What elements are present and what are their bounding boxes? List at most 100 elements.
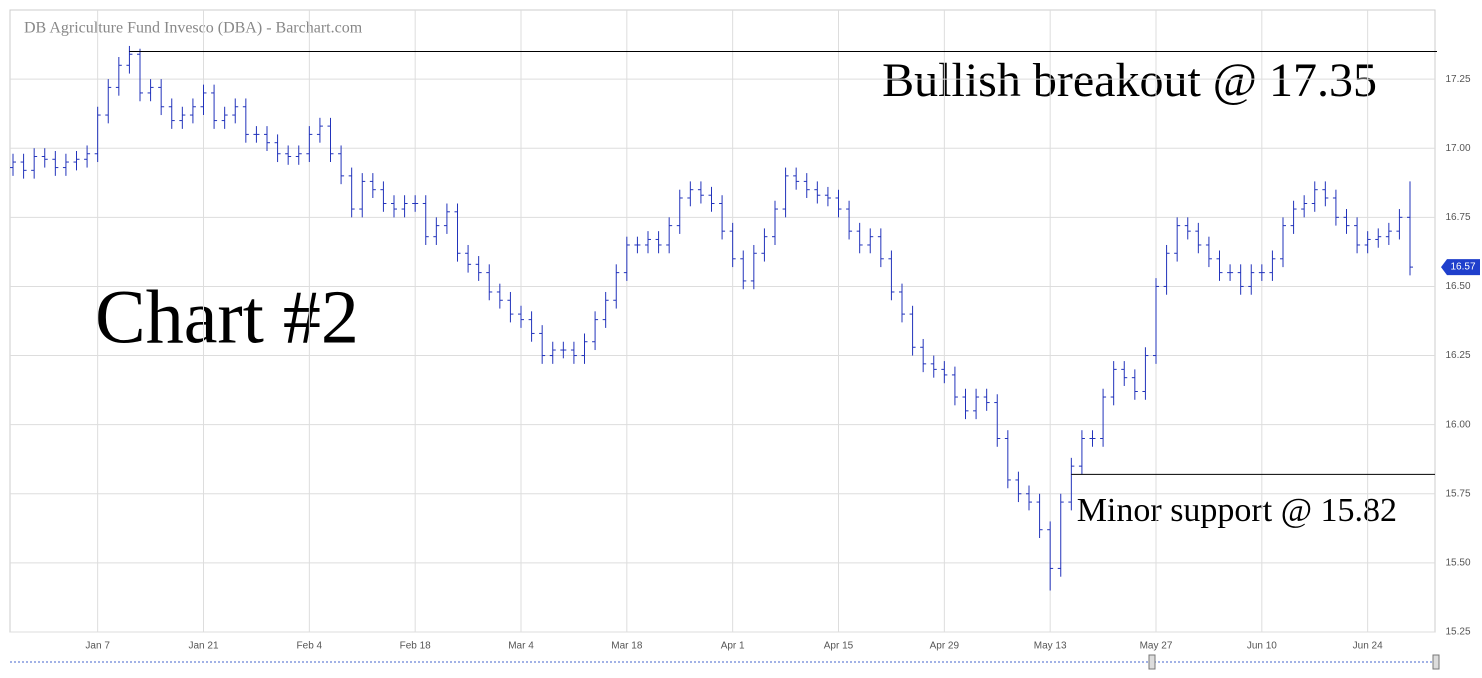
x-tick-label: Feb 4 — [297, 641, 323, 652]
x-tick-label: Mar 18 — [611, 641, 643, 652]
ohlc-bar — [1322, 181, 1329, 207]
ohlc-bar — [835, 189, 842, 218]
ohlc-bar — [1227, 264, 1234, 281]
ohlc-bar — [486, 264, 493, 301]
ohlc-bar — [528, 311, 535, 342]
ohlc-bar — [1131, 369, 1138, 400]
ohlc-bar — [623, 236, 630, 281]
ohlc-bar — [962, 388, 969, 420]
ohlc-bar — [232, 98, 239, 124]
ohlc-bar — [570, 341, 577, 364]
ohlc-bar — [1237, 264, 1244, 295]
ohlc-bar — [983, 388, 990, 411]
ohlc-bar — [899, 283, 905, 323]
ohlc-bar — [1354, 217, 1361, 254]
ohlc-bar — [147, 79, 154, 102]
x-tick-label: Mar 4 — [508, 641, 534, 652]
ohlc-bar — [115, 56, 122, 96]
ohlc-bar — [253, 126, 260, 143]
ohlc-bar — [1142, 347, 1149, 400]
x-tick-label: Apr 15 — [824, 641, 854, 652]
ohlc-bar — [1258, 264, 1265, 281]
ohlc-bar — [750, 244, 757, 290]
ohlc-bar — [338, 145, 345, 185]
ohlc-bar — [1364, 231, 1371, 254]
ohlc-bar — [137, 48, 143, 102]
ohlc-bar — [1153, 278, 1159, 364]
ohlc-bar — [645, 231, 651, 254]
ohlc-bar — [824, 186, 831, 207]
ohlc-bar — [655, 231, 662, 254]
ohlc-bar — [740, 250, 747, 290]
ohlc-bar — [380, 181, 387, 212]
ohlc-bar — [994, 394, 1001, 447]
ohlc-bar — [687, 181, 694, 207]
ohlc-bar — [708, 186, 715, 212]
x-tick-label: Jan 21 — [188, 641, 218, 652]
ohlc-bar — [1163, 244, 1170, 295]
ohlc-bar — [391, 195, 397, 218]
ohlc-bar — [327, 117, 334, 163]
ohlc-bar — [1026, 485, 1032, 511]
ohlc-bar — [1184, 217, 1191, 240]
ohlc-bar — [158, 79, 165, 116]
ohlc-bar — [1068, 457, 1075, 511]
support-text: Minor support @ 15.82 — [1077, 492, 1397, 529]
x-tick-label: Apr 1 — [721, 641, 745, 652]
ohlc-bar — [401, 195, 408, 218]
ohlc-bar — [676, 189, 683, 234]
ohlc-bar — [306, 126, 313, 163]
ohlc-bar — [1269, 250, 1276, 281]
ohlc-bar — [316, 117, 323, 143]
ohlc-bar — [1015, 471, 1022, 503]
ohlc-bar — [475, 256, 482, 281]
ohlc-bar — [274, 134, 281, 163]
ohlc-bar — [1248, 264, 1255, 295]
ohlc-bar — [1385, 222, 1392, 245]
ohlc-bar — [20, 153, 27, 179]
scroll-handle[interactable] — [1432, 654, 1440, 670]
ohlc-bar — [179, 106, 186, 129]
y-tick-label: 16.25 — [1445, 350, 1470, 361]
x-tick-label: Apr 29 — [930, 641, 960, 652]
ohlc-bar — [666, 217, 673, 254]
ohlc-bar — [412, 195, 419, 212]
ohlc-bar — [782, 167, 789, 218]
ohlc-bar — [1375, 228, 1382, 248]
ohlc-bar — [1290, 200, 1297, 234]
ohlc-bar — [10, 153, 16, 176]
x-tick-label: Jan 7 — [85, 641, 110, 652]
y-tick-label: 15.25 — [1445, 627, 1470, 638]
ohlc-bar — [189, 98, 196, 124]
ohlc-bar — [581, 333, 588, 364]
y-tick-label: 15.75 — [1445, 488, 1470, 499]
ohlc-bar — [877, 228, 884, 268]
ohlc-bar — [634, 236, 641, 254]
scroll-handle[interactable] — [1148, 654, 1156, 670]
ohlc-bar — [1004, 430, 1011, 489]
ohlc-bar — [1280, 217, 1286, 268]
ohlc-bar — [465, 244, 472, 273]
ohlc-bar — [443, 203, 450, 234]
ohlc-bar — [772, 200, 778, 245]
ohlc-bar — [951, 366, 958, 406]
ohlc-bar — [549, 341, 556, 364]
ohlc-bar — [264, 126, 270, 151]
chart-title: DB Agriculture Fund Invesco (DBA) - Barc… — [24, 20, 363, 37]
chart-annotation: Chart #2 — [95, 275, 359, 359]
x-tick-label: Jun 10 — [1247, 641, 1277, 652]
breakout-text: Bullish breakout @ 17.35 — [882, 54, 1377, 107]
ohlc-bar — [1301, 195, 1308, 218]
ohlc-bar — [846, 200, 853, 240]
ohlc-bar — [200, 84, 207, 116]
ohlc-bar — [856, 222, 863, 254]
ohlc-bar — [507, 291, 514, 323]
ohlc-bar — [168, 98, 175, 129]
y-tick-label: 17.00 — [1445, 143, 1470, 154]
ohlc-bar — [697, 181, 704, 204]
y-tick-label: 17.25 — [1445, 74, 1470, 85]
ohlc-bar — [221, 106, 228, 129]
ohlc-bar — [539, 325, 546, 364]
ohlc-bar — [295, 145, 302, 165]
ohlc-bar — [920, 338, 927, 373]
